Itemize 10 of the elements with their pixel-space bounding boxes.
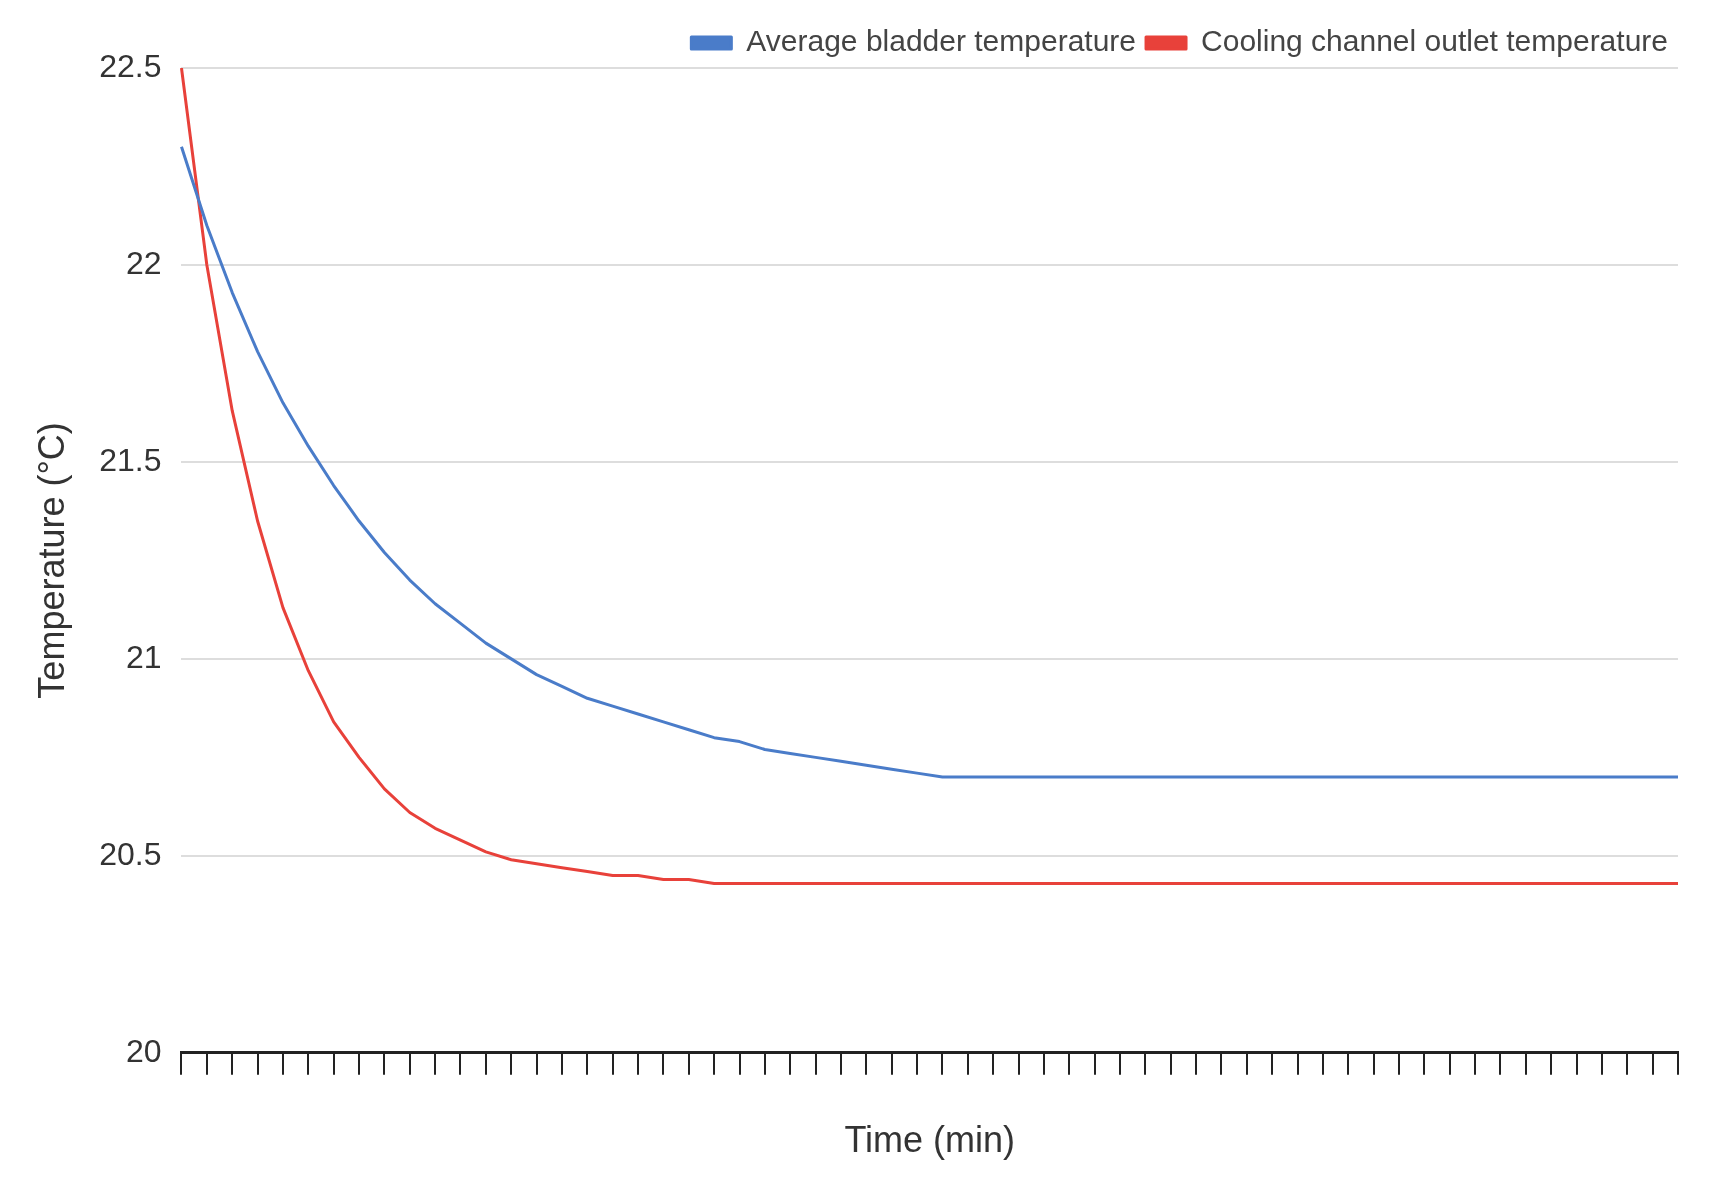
legend-label: Cooling channel outlet temperature	[1201, 24, 1669, 58]
y-tick-label: 22.5	[99, 47, 162, 84]
y-axis-title: Temperature (°C)	[30, 422, 72, 699]
y-tick-label: 21	[125, 638, 162, 675]
y-tick-label: 21.5	[99, 441, 162, 478]
legend-label: Average bladder temperature	[746, 24, 1137, 58]
y-tick-label: 20.5	[99, 835, 162, 872]
y-tick-label: 20	[125, 1032, 162, 1069]
x-axis-title: Time (min)	[844, 1119, 1016, 1161]
y-tick-label: 22	[125, 244, 162, 281]
